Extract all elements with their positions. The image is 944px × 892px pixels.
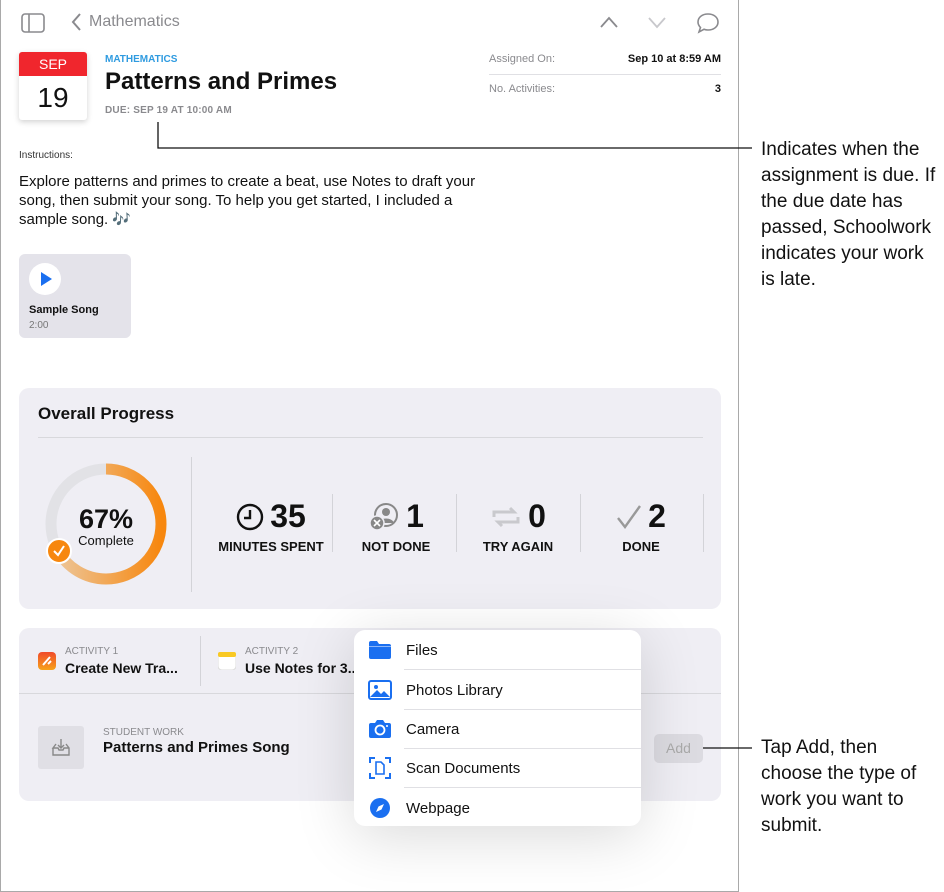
activity-2[interactable]: ACTIVITY 2 Use Notes for 3... xyxy=(211,636,361,686)
garageband-icon xyxy=(38,652,56,670)
attachment-duration: 2:00 xyxy=(29,320,49,331)
stat-value: 2 xyxy=(648,498,666,534)
clock-icon xyxy=(237,503,264,530)
menu-label: Scan Documents xyxy=(406,759,521,777)
menu-label: Camera xyxy=(406,720,460,738)
divider xyxy=(38,437,703,438)
play-icon xyxy=(41,272,52,286)
play-button[interactable] xyxy=(29,263,61,295)
menu-item-webpage[interactable]: Webpage xyxy=(354,788,641,828)
instructions-text: Explore patterns and primes to create a … xyxy=(19,173,476,228)
divider xyxy=(580,494,581,552)
add-work-menu: Files Photos Library Camera Scan Documen… xyxy=(354,630,641,826)
app-window: Mathematics SEP 19 MATHEMATICS Patterns … xyxy=(0,0,739,892)
menu-label: Webpage xyxy=(406,799,470,817)
annotation-add: Tap Add, then choose the type of work yo… xyxy=(761,737,917,836)
divider xyxy=(456,494,457,552)
assignment-details: Assigned On: Sep 10 at 8:59 AM No. Activi… xyxy=(489,53,721,95)
student-work-thumbnail xyxy=(38,726,84,769)
progress-complete-label: Complete xyxy=(78,533,134,548)
scan-icon xyxy=(369,757,391,779)
annotation-due: Indicates when the assignment is due. If… xyxy=(761,139,936,290)
attachment-title: Sample Song xyxy=(29,304,99,316)
menu-item-camera[interactable]: Camera xyxy=(354,709,641,749)
page-title: Patterns and Primes xyxy=(105,68,338,95)
subject-label: MATHEMATICS xyxy=(105,54,178,65)
callout-line-due xyxy=(157,122,752,149)
progress-percent: 67% xyxy=(78,504,134,534)
camera-icon xyxy=(369,720,391,738)
menu-item-scan-documents[interactable]: Scan Documents xyxy=(354,748,641,788)
student-work-title: Patterns and Primes Song xyxy=(103,739,290,756)
progress-arc xyxy=(45,463,167,585)
due-date: DUE: SEP 19 AT 10:00 AM xyxy=(105,105,232,116)
person-x-icon xyxy=(369,502,399,531)
calendar-month: SEP xyxy=(19,52,87,76)
progress-ring xyxy=(45,463,167,585)
inbox-download-icon xyxy=(51,739,70,756)
folder-icon xyxy=(369,641,391,659)
instructions-label: Instructions: xyxy=(19,150,73,161)
stat-label: NOT DONE xyxy=(361,539,431,554)
due-date-calendar: SEP 19 xyxy=(19,52,87,120)
chevron-up-icon[interactable] xyxy=(599,15,619,29)
chevron-down-icon[interactable] xyxy=(647,15,667,29)
progress-title: Overall Progress xyxy=(38,404,175,423)
divider xyxy=(703,494,704,552)
divider xyxy=(404,709,641,710)
stat-done: 2 DONE xyxy=(579,498,703,554)
add-button[interactable]: Add xyxy=(654,734,703,763)
divider xyxy=(404,748,641,749)
detail-label: Assigned On: xyxy=(489,53,556,65)
retry-icon xyxy=(492,506,520,527)
stat-not-done: 1 NOT DONE xyxy=(334,498,458,554)
chevron-left-icon xyxy=(71,13,81,31)
stat-label: MINUTES SPENT xyxy=(218,539,324,554)
back-button[interactable]: Mathematics xyxy=(71,12,180,32)
detail-label: No. Activities: xyxy=(489,83,556,95)
stat-label: TRY AGAIN xyxy=(482,539,554,554)
divider xyxy=(200,636,201,686)
stat-minutes-spent: 35 MINUTES SPENT xyxy=(209,498,333,554)
divider xyxy=(191,457,192,592)
divider xyxy=(332,494,333,552)
detail-value: Sep 10 at 8:59 AM xyxy=(627,53,721,65)
detail-row: No. Activities: 3 xyxy=(489,83,721,95)
sidebar-toggle-icon[interactable] xyxy=(21,13,46,33)
compass-icon xyxy=(370,798,390,818)
photo-icon xyxy=(368,680,392,700)
stat-value: 1 xyxy=(406,498,424,534)
activity-label: ACTIVITY 2 xyxy=(245,646,299,657)
checkmark-badge-icon xyxy=(46,538,72,564)
stat-try-again: 0 TRY AGAIN xyxy=(456,498,580,554)
checkmark-icon xyxy=(617,504,642,529)
activity-title: Create New Tra... xyxy=(65,660,178,676)
sample-song-attachment[interactable]: Sample Song 2:00 xyxy=(19,254,131,338)
menu-item-photos-library[interactable]: Photos Library xyxy=(354,670,641,710)
menu-label: Files xyxy=(406,641,438,659)
divider xyxy=(404,787,641,788)
activity-title: Use Notes for 3... xyxy=(245,660,360,676)
detail-value: 3 xyxy=(714,83,721,95)
student-work-label: STUDENT WORK xyxy=(103,727,184,738)
divider xyxy=(404,669,641,670)
stat-value: 35 xyxy=(270,498,306,534)
menu-label: Photos Library xyxy=(406,681,503,699)
back-label: Mathematics xyxy=(89,13,180,30)
activity-label: ACTIVITY 1 xyxy=(65,646,119,657)
calendar-day: 19 xyxy=(37,82,69,113)
comment-icon[interactable] xyxy=(696,12,720,34)
stat-value: 0 xyxy=(528,498,546,534)
stat-label: DONE xyxy=(622,539,660,554)
detail-row: Assigned On: Sep 10 at 8:59 AM xyxy=(489,53,721,75)
menu-item-files[interactable]: Files xyxy=(354,630,641,670)
notes-icon xyxy=(218,652,236,670)
activity-1[interactable]: ACTIVITY 1 Create New Tra... xyxy=(31,636,196,686)
